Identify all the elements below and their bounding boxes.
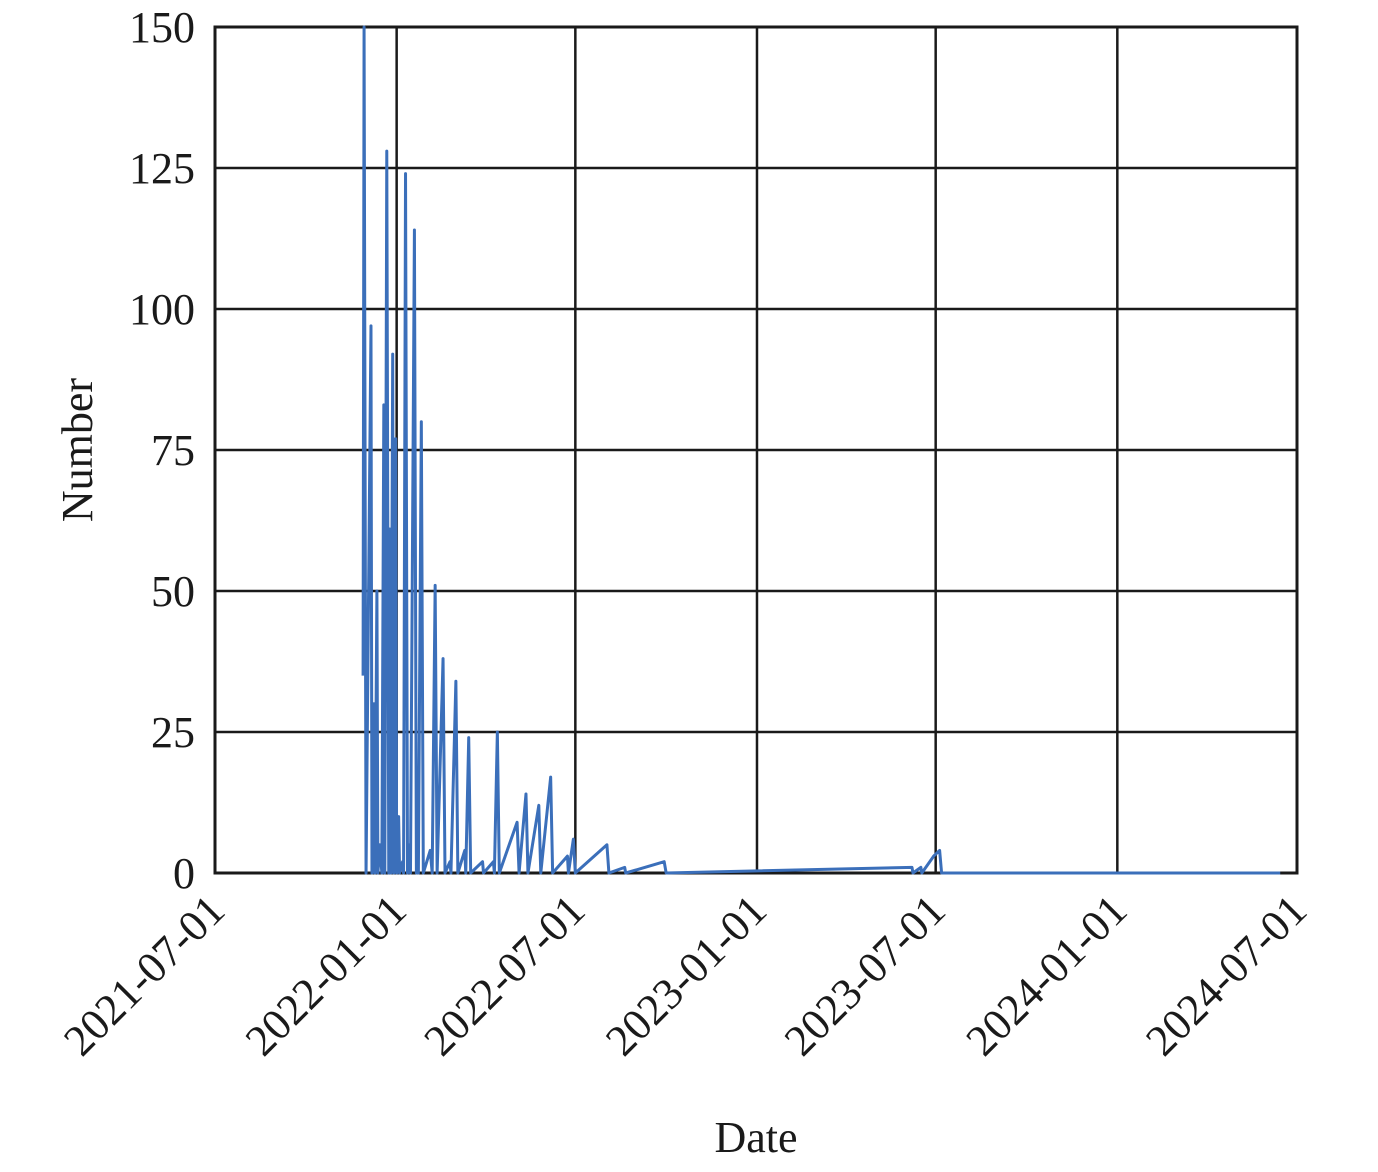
y-tick-label: 0: [173, 849, 195, 898]
y-tick-label: 150: [129, 3, 195, 52]
y-tick-label: 100: [129, 285, 195, 334]
x-tick-label: 2022-01-01: [236, 885, 416, 1065]
x-tick-label: 2022-07-01: [415, 885, 595, 1065]
plot-frame: [213, 25, 1299, 875]
x-tick-label: 2021-07-01: [54, 885, 234, 1065]
y-tick-label: 25: [151, 708, 195, 757]
y-axis-label: Number: [53, 378, 102, 523]
x-tick-label: 2023-07-01: [775, 885, 955, 1065]
x-tick-label: 2024-07-01: [1136, 885, 1316, 1065]
x-tick-label: 2023-01-01: [596, 885, 776, 1065]
y-tick-label: 75: [151, 426, 195, 475]
x-tick-label: 2024-01-01: [957, 885, 1137, 1065]
data-line: [361, 25, 1281, 875]
y-tick-label: 50: [151, 567, 195, 616]
x-axis-label: Date: [714, 1113, 797, 1162]
y-tick-label: 125: [129, 144, 195, 193]
